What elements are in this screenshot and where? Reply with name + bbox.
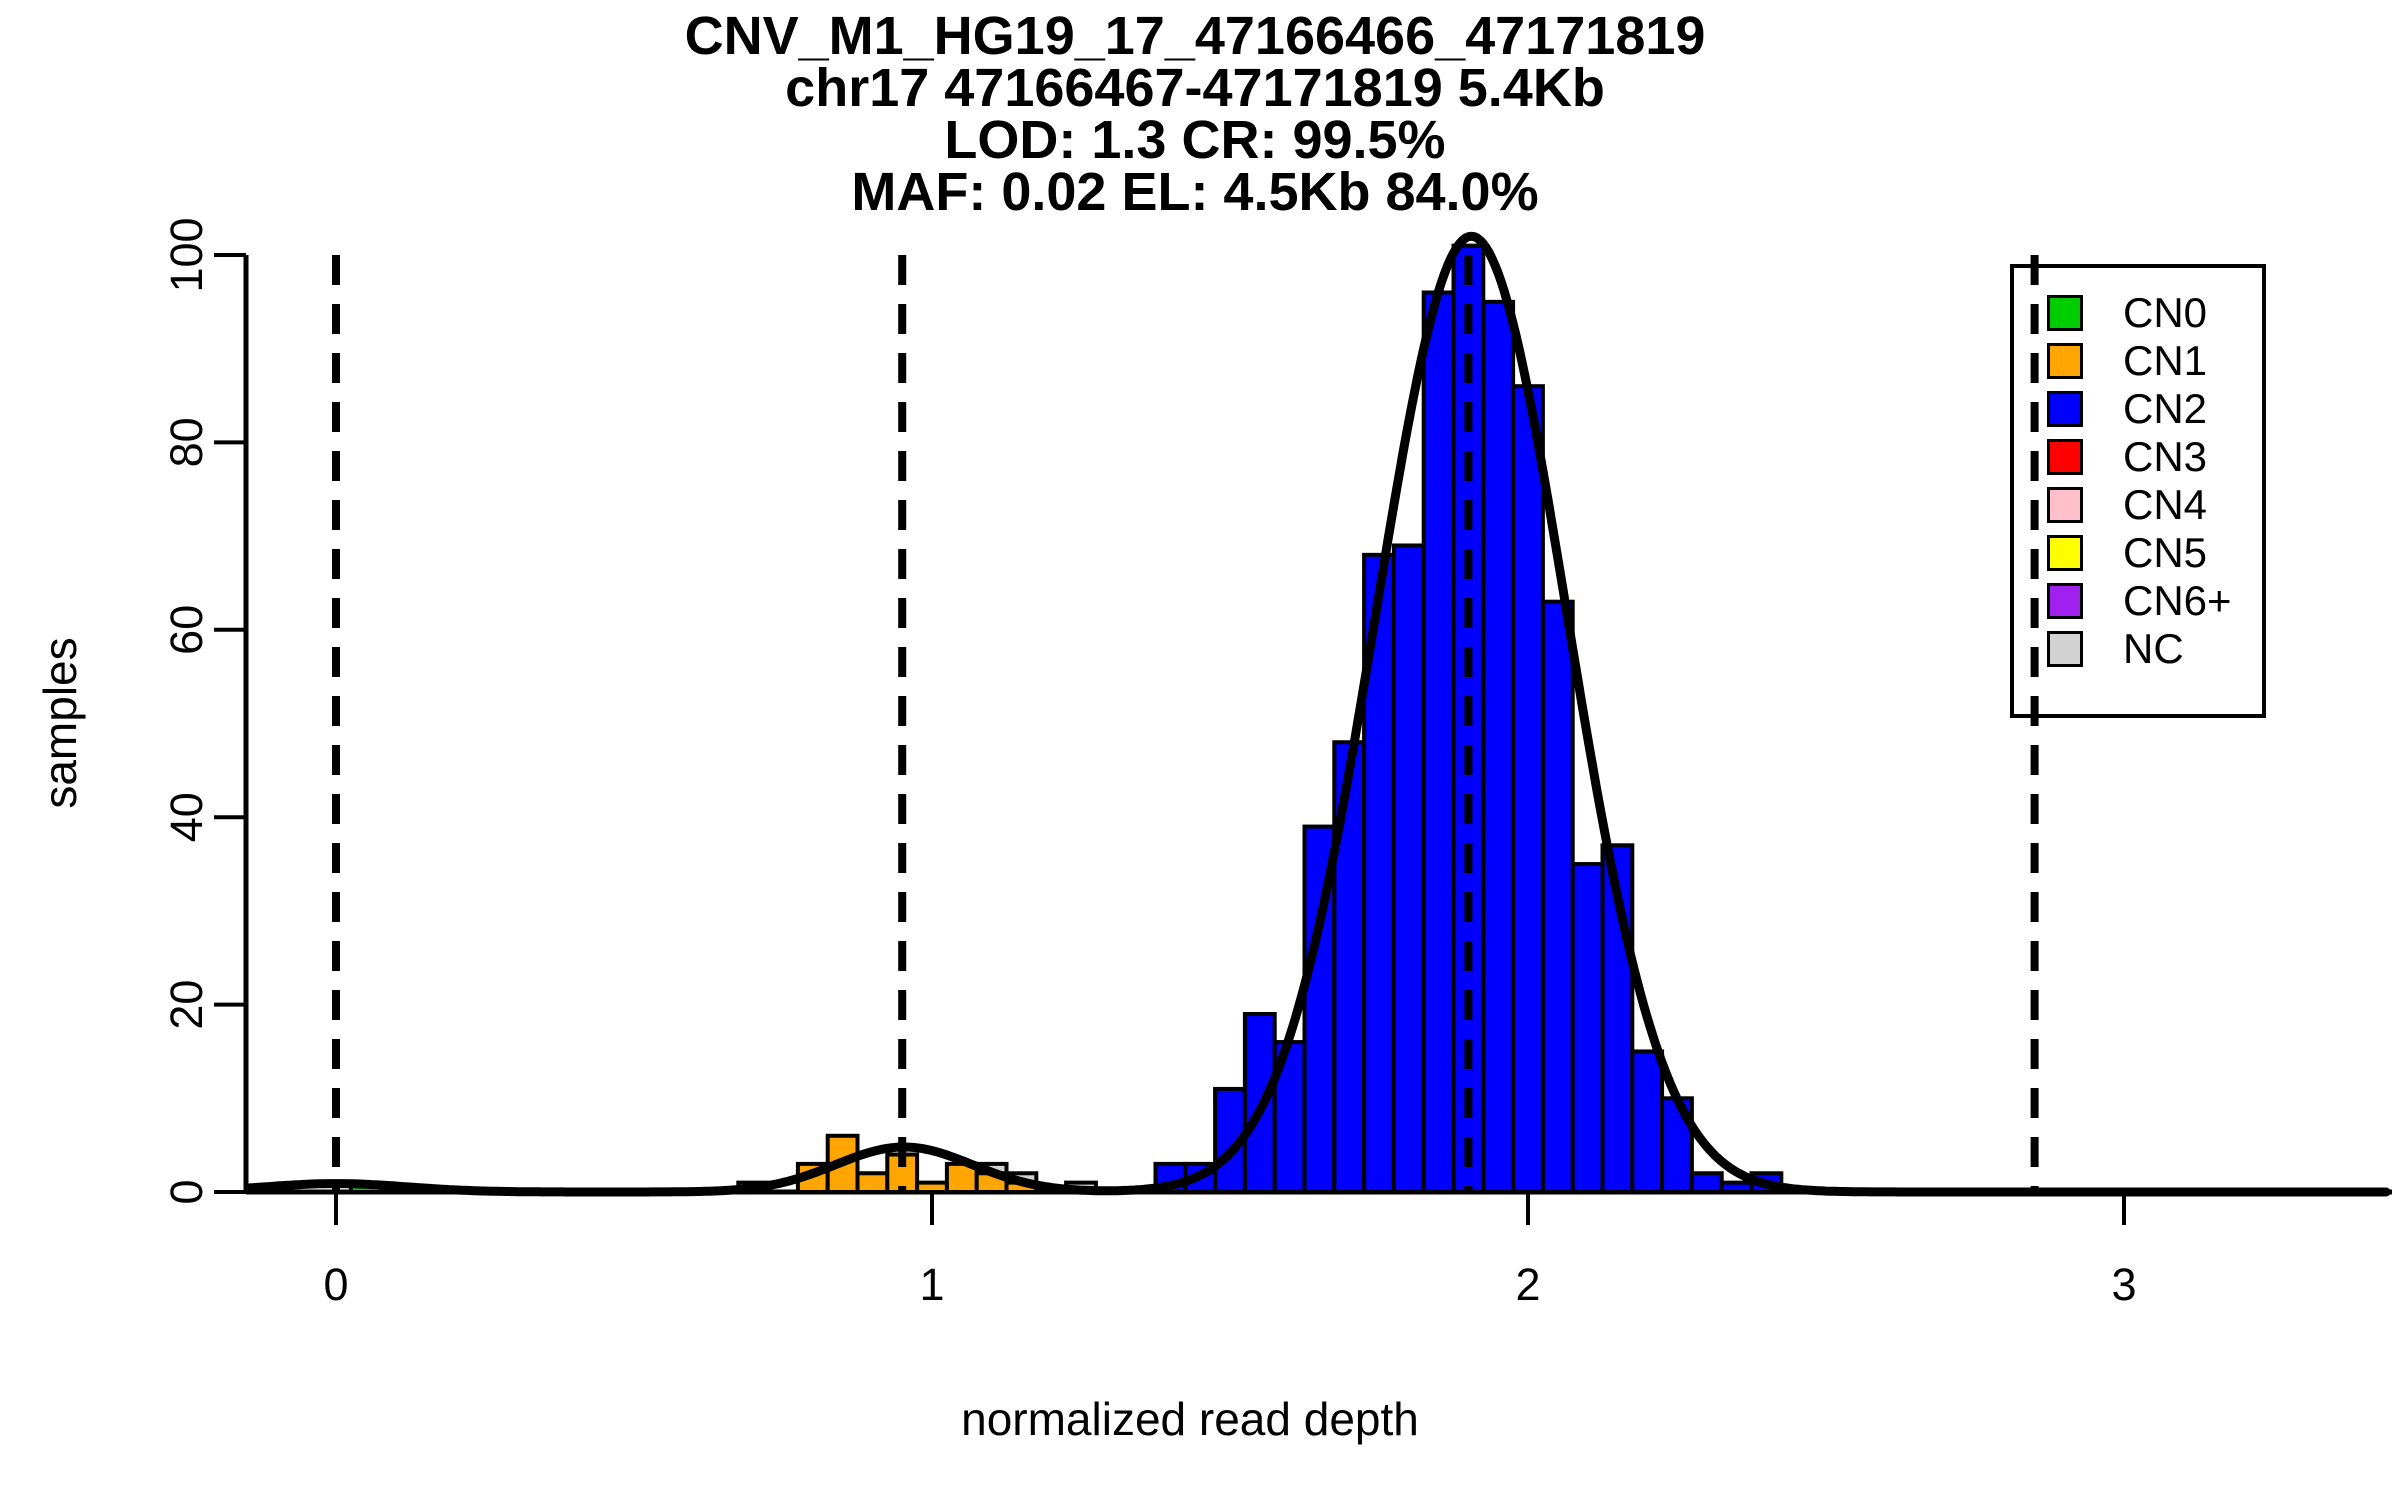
legend-item-nc: NC (2047, 625, 2262, 673)
histogram-bar-cn2 (1391, 543, 1426, 1194)
x-tick-label: 1 (919, 1259, 944, 1310)
legend-item-cn4: CN4 (2047, 481, 2262, 529)
histogram-bar-cn2 (1630, 1049, 1665, 1194)
y-axis-label: samples (34, 637, 86, 809)
histogram-bar-cn2 (1570, 862, 1605, 1194)
x-axis-label: normalized read depth (961, 1393, 1419, 1445)
title-line-2: chr17 47166467-47171819 5.4Kb (785, 58, 1605, 118)
legend-swatch-cn6plus (2047, 583, 2083, 619)
x-tick-label: 2 (1515, 1259, 1540, 1310)
legend-item-cn6plus: CN6+ (2047, 577, 2262, 625)
histogram-bar-cn2 (1421, 290, 1456, 1195)
legend-label: NC (2123, 625, 2184, 672)
legend-swatch-cn5 (2047, 535, 2083, 571)
legend-item-cn2: CN2 (2047, 385, 2262, 433)
histogram-bar-cn2 (1511, 384, 1545, 1194)
y-tick-label: 80 (161, 417, 212, 467)
y-tick-label: 60 (161, 605, 212, 655)
fit-curve (245, 231, 2391, 1197)
histogram-bar-cn2 (1689, 1171, 1724, 1195)
legend-item-cn5: CN5 (2047, 529, 2262, 577)
legend-item-cn0: CN0 (2047, 289, 2262, 337)
y-tick-label: 40 (161, 792, 212, 842)
legend-swatch-cn0 (2047, 295, 2083, 331)
legend-label: CN2 (2123, 385, 2208, 432)
legend-label: CN1 (2123, 337, 2208, 384)
legend-item-cn3: CN3 (2047, 433, 2262, 481)
legend-swatch-cn2 (2047, 391, 2083, 427)
title-line-3: LOD: 1.3 CR: 99.5% (944, 110, 1446, 170)
legend-label: CN0 (2123, 289, 2208, 336)
legend-swatch-nc (2047, 631, 2083, 667)
legend-label: CN5 (2123, 529, 2208, 576)
legend-swatch-cn3 (2047, 439, 2083, 475)
chart-title-block: CNV_M1_HG19_17_47166466_47171819 chr17 4… (0, 6, 2390, 222)
histogram-bar-cn2 (1481, 299, 1516, 1195)
histogram-bar-cn1 (915, 1180, 949, 1195)
legend-swatch-cn1 (2047, 343, 2083, 379)
y-tick-label: 0 (161, 1179, 212, 1204)
x-tick-label: 0 (323, 1259, 348, 1310)
histogram-bar-cn1 (855, 1171, 890, 1195)
title-line-4: MAF: 0.02 EL: 4.5Kb 84.0% (851, 162, 1539, 222)
legend-label: CN4 (2123, 481, 2208, 528)
y-tick-label: 20 (161, 980, 212, 1030)
legend-box: CN0 CN1 CN2 CN3 CN4 CN5 CN6+ NC (2010, 264, 2266, 718)
title-line-1: CNV_M1_HG19_17_47166466_47171819 (684, 6, 1706, 66)
legend-swatch-cn4 (2047, 487, 2083, 523)
legend-label: CN3 (2123, 433, 2208, 480)
x-tick-label: 3 (2111, 1259, 2136, 1310)
y-tick-label: 100 (161, 217, 212, 292)
legend-item-cn1: CN1 (2047, 337, 2262, 385)
histogram-bar-cn2 (1719, 1180, 1754, 1195)
legend-label: CN6+ (2123, 577, 2232, 624)
histogram-bar-cn2 (1540, 599, 1575, 1194)
